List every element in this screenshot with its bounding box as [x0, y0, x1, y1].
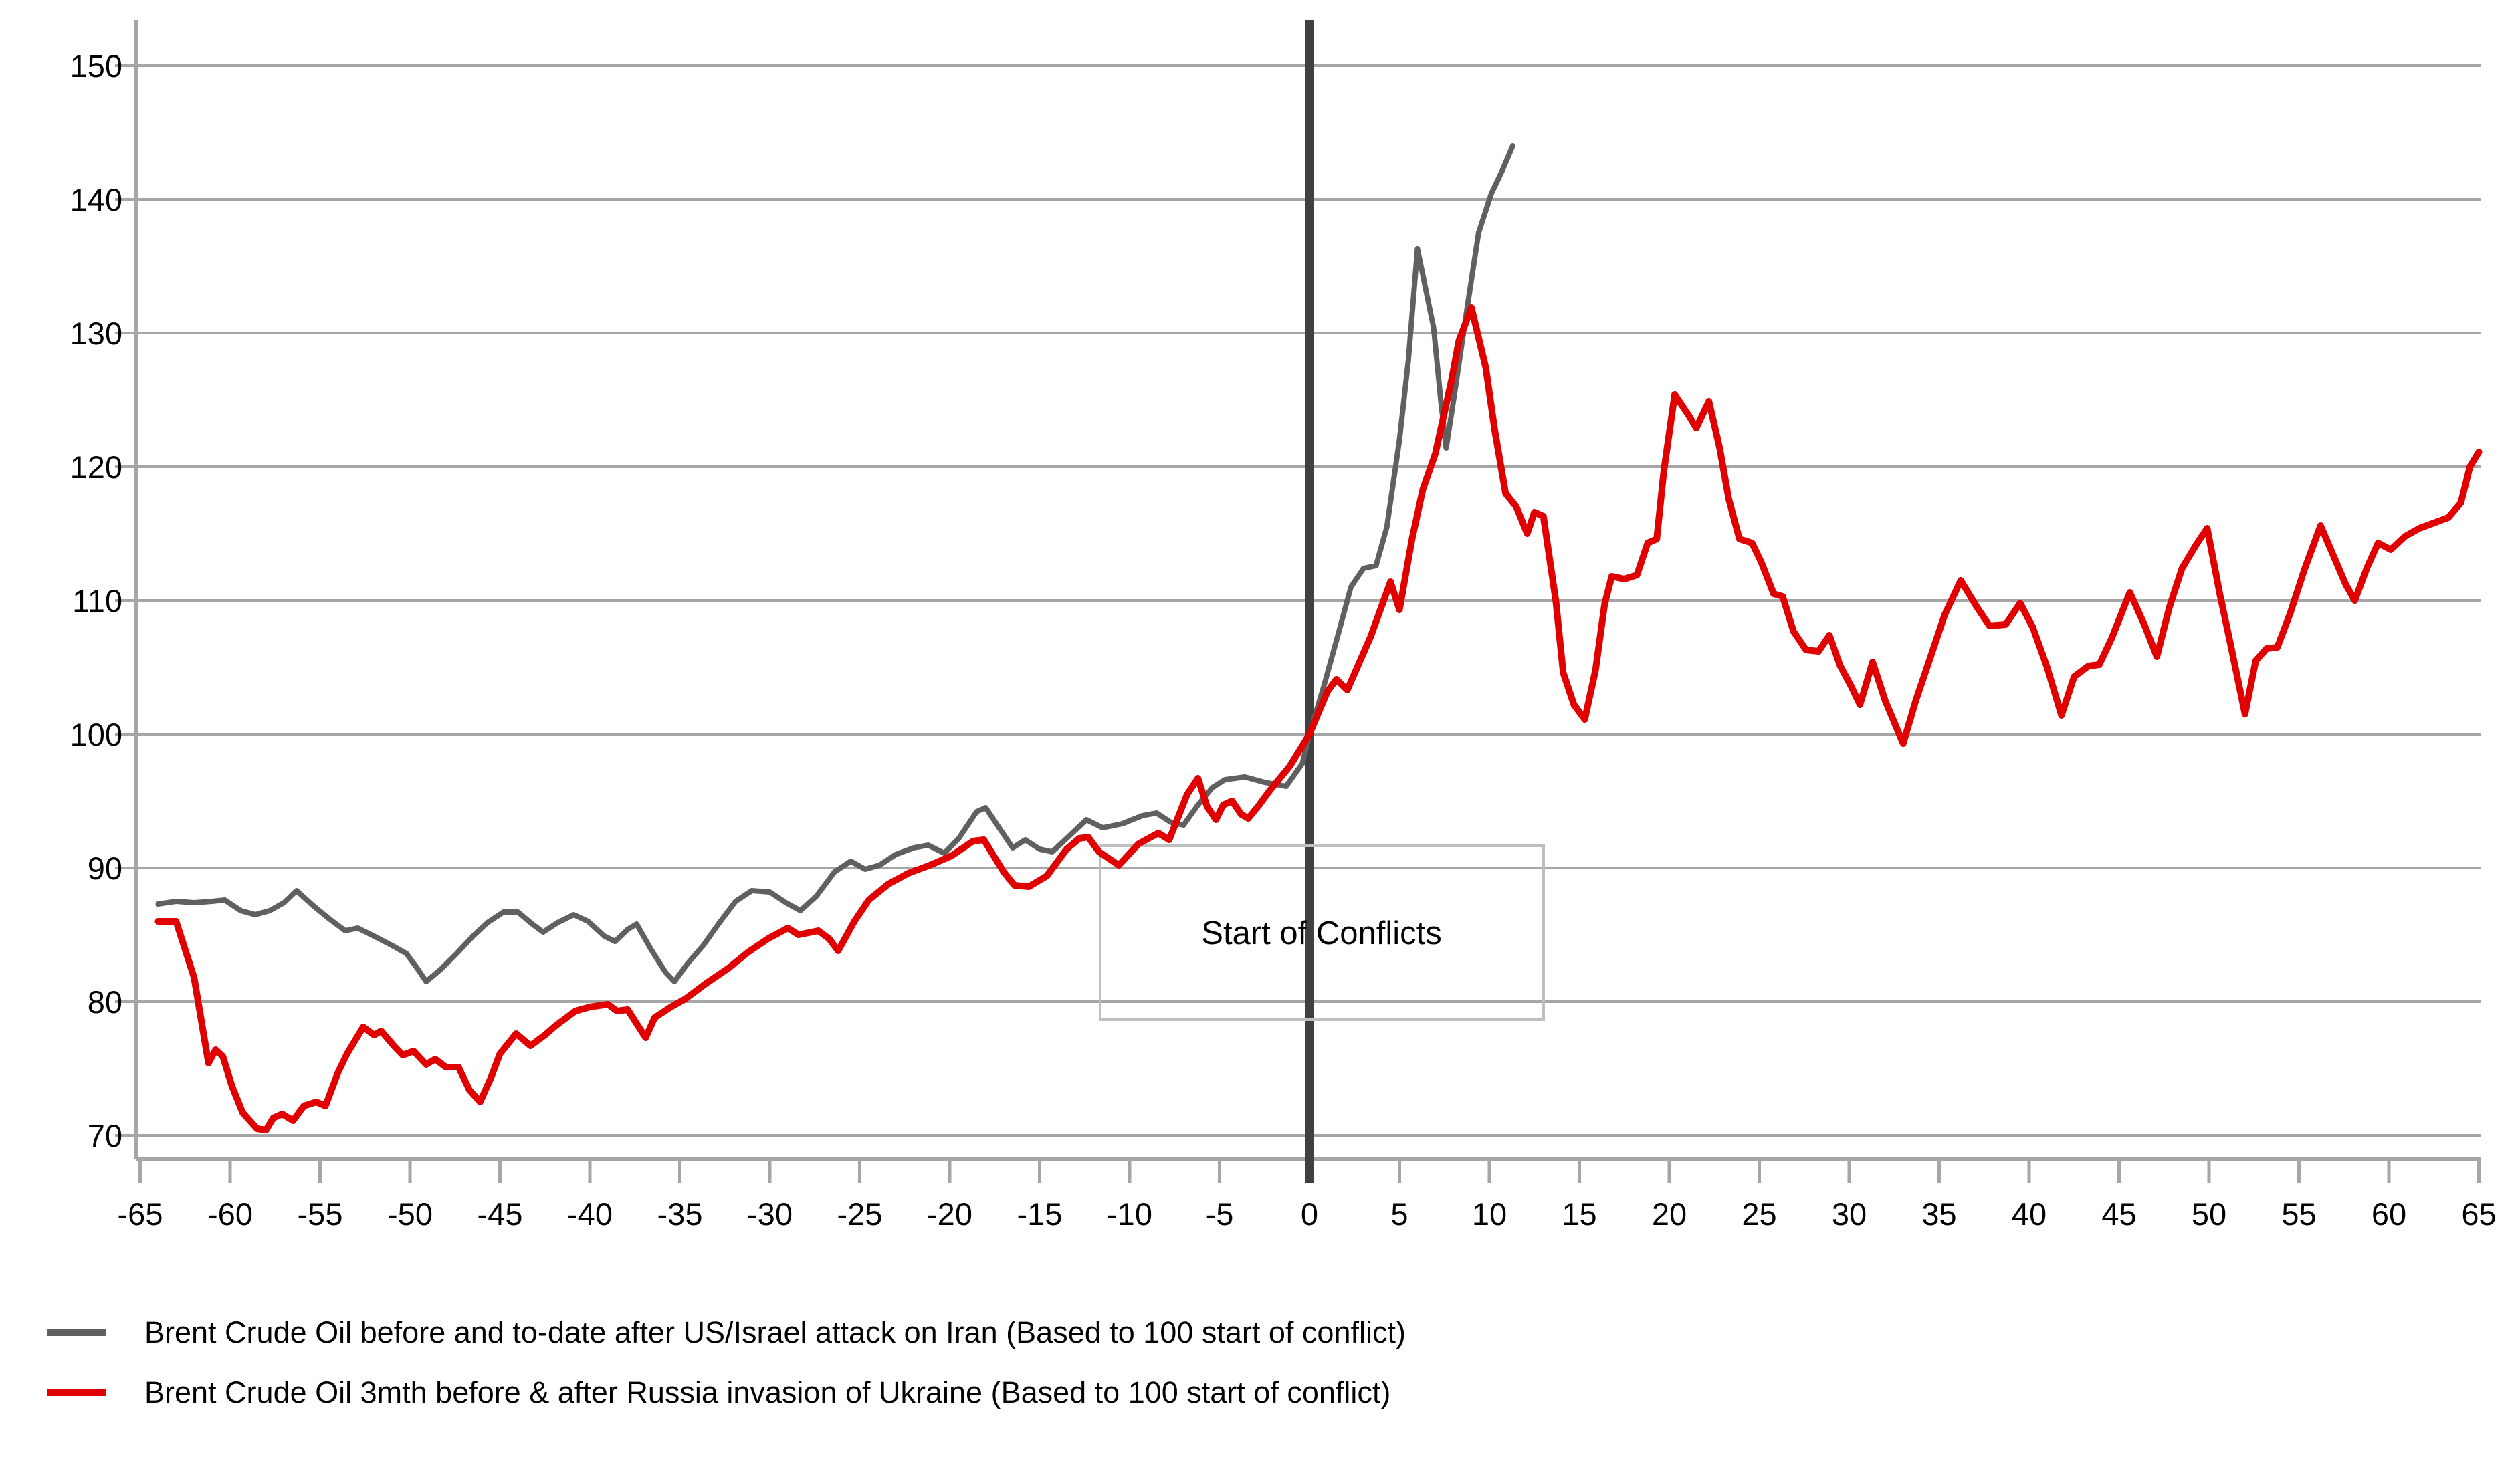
svg-text:130: 130 — [70, 316, 122, 351]
svg-text:0: 0 — [1301, 1196, 1318, 1232]
svg-text:20: 20 — [1652, 1196, 1687, 1232]
svg-text:35: 35 — [1921, 1196, 1956, 1232]
annotation-label: Start of Conflicts — [1201, 915, 1441, 951]
svg-text:15: 15 — [1562, 1196, 1596, 1232]
legend-label-ukraine: Brent Crude Oil 3mth before & after Russ… — [144, 1375, 1391, 1409]
svg-text:-65: -65 — [118, 1196, 163, 1232]
gray-line-swatch-icon — [47, 1329, 106, 1336]
x-axis-labels: -65 -60 -55 -50 -45 -40 -35 -30 -25 -20 -15 -10 -5 0 5… — [118, 1196, 2497, 1232]
svg-text:90: 90 — [88, 851, 122, 886]
svg-text:45: 45 — [2101, 1196, 2136, 1232]
legend: Brent Crude Oil before and to-date after… — [47, 1303, 2454, 1423]
svg-text:150: 150 — [70, 48, 122, 84]
svg-text:-35: -35 — [657, 1196, 703, 1232]
y-axis-labels: 150 140 130 120 110 100 90 80 70 — [70, 48, 122, 1153]
svg-text:55: 55 — [2281, 1196, 2316, 1232]
svg-text:80: 80 — [88, 984, 122, 1020]
svg-text:40: 40 — [2012, 1196, 2046, 1232]
svg-text:5: 5 — [1390, 1196, 1408, 1232]
line-chart: 150 140 130 120 110 100 90 80 70 -65 -60 -55 -50 -45… — [70, 20, 2497, 1232]
svg-text:100: 100 — [70, 717, 122, 752]
svg-text:65: 65 — [2461, 1196, 2496, 1232]
legend-item-iran: Brent Crude Oil before and to-date after… — [47, 1303, 2454, 1363]
svg-text:-15: -15 — [1017, 1196, 1063, 1232]
svg-text:-10: -10 — [1107, 1196, 1152, 1232]
series-iran-line — [155, 143, 1515, 984]
annotation-rect — [1099, 844, 1545, 1021]
svg-text:60: 60 — [2372, 1196, 2406, 1232]
series-ukraine-line — [154, 304, 2483, 1133]
svg-text:70: 70 — [88, 1118, 122, 1153]
svg-text:-20: -20 — [927, 1196, 972, 1232]
legend-label-iran: Brent Crude Oil before and to-date after… — [144, 1315, 1406, 1349]
svg-text:-60: -60 — [207, 1196, 253, 1232]
svg-text:-30: -30 — [747, 1196, 793, 1232]
svg-text:120: 120 — [70, 449, 122, 485]
svg-text:30: 30 — [1832, 1196, 1867, 1232]
svg-text:140: 140 — [70, 182, 122, 217]
annotation-box: Start of Conflicts — [1099, 844, 1545, 1021]
svg-text:-55: -55 — [298, 1196, 343, 1232]
svg-text:25: 25 — [1742, 1196, 1776, 1232]
svg-text:-45: -45 — [478, 1196, 523, 1232]
svg-text:10: 10 — [1472, 1196, 1507, 1232]
svg-text:-40: -40 — [567, 1196, 613, 1232]
red-line-swatch-icon — [47, 1389, 106, 1396]
svg-text:-5: -5 — [1206, 1196, 1234, 1232]
svg-text:-50: -50 — [387, 1196, 433, 1232]
svg-text:110: 110 — [72, 583, 122, 618]
legend-item-ukraine: Brent Crude Oil 3mth before & after Russ… — [47, 1363, 2454, 1423]
svg-text:50: 50 — [2192, 1196, 2226, 1232]
svg-text:-25: -25 — [837, 1196, 883, 1232]
gridlines — [115, 64, 2481, 1137]
